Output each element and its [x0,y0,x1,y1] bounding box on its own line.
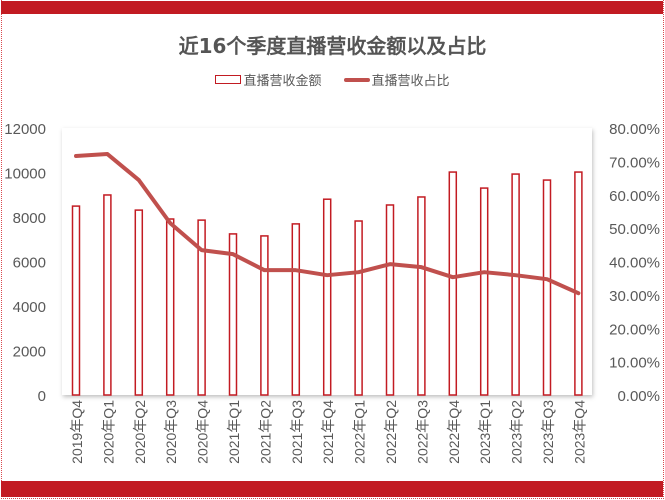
y-left-tick-label: 0 [38,388,46,405]
x-tick-label: 2023年Q1 [477,400,493,464]
bar [511,173,520,396]
bar [574,171,583,396]
x-tick-label: 2022年Q1 [352,400,368,464]
legend-item-line: 直播营收占比 [343,70,450,89]
x-tick-label: 2019年Q4 [69,400,85,464]
bar [197,219,206,396]
y-left-tick-label: 2000 [13,344,46,361]
x-tick-label: 2023年Q2 [509,400,525,464]
bar [291,223,301,396]
x-tick-label: 2023年Q3 [540,400,556,464]
bar [71,205,81,396]
bar [479,187,489,396]
bar [322,198,332,396]
legend: 直播营收金额 直播营收占比 [0,70,665,89]
y-right-tick-label: 60.00% [609,188,660,205]
top-band [1,1,663,14]
x-tick-label: 2021年Q1 [226,400,242,464]
y-right-tick-label: 0.00% [617,388,660,405]
bar [417,196,426,396]
bar [228,233,238,396]
y-right-tick-label: 10.00% [609,355,660,372]
legend-bar-label: 直播营收金额 [243,74,322,89]
bar [385,204,395,396]
x-tick-label: 2021年Q2 [257,400,273,464]
y-left-tick-label: 10000 [4,166,46,183]
bar [260,235,269,396]
y-right-tick-label: 70.00% [609,154,660,171]
x-tick-label: 2022年Q4 [446,400,462,464]
y-right-tick-label: 40.00% [609,255,660,272]
x-tick-label: 2020年Q1 [100,400,116,464]
bottom-band [1,481,663,497]
x-tick-label: 2020年Q2 [132,400,148,464]
y-right-tick-label: 30.00% [609,288,660,305]
y-left-tick-label: 12000 [4,121,46,138]
y-left-tick-label: 6000 [13,255,46,272]
x-tick-label: 2021年Q3 [289,400,305,464]
bar [542,179,552,396]
bar [354,220,363,396]
x-tick-label: 2021年Q4 [320,400,336,464]
bar [134,209,144,396]
y-right-tick-label: 50.00% [609,221,660,238]
legend-item-bar: 直播营收金额 [215,70,322,89]
x-tick-label: 2020年Q4 [195,400,211,464]
legend-bar-swatch [215,75,242,84]
bar [448,171,458,396]
x-tick-label: 2023年Q4 [571,400,587,464]
legend-line-swatch [343,77,370,82]
x-tick-label: 2022年Q3 [414,400,430,464]
y-right-tick-label: 20.00% [609,321,660,338]
chart-title: 近16个季度直播营收金额以及占比 [178,34,487,58]
bar [103,194,112,396]
y-right-tick-label: 80.00% [609,121,660,138]
bar [165,218,175,396]
y-left-tick-label: 4000 [13,299,46,316]
y-left-tick-label: 8000 [13,210,46,227]
legend-line-label: 直播营收占比 [371,74,450,89]
x-tick-label: 2020年Q3 [163,400,179,464]
x-tick-label: 2022年Q2 [383,400,399,464]
